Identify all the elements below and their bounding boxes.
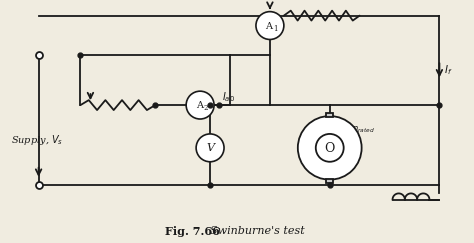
- Circle shape: [186, 91, 214, 119]
- Circle shape: [256, 12, 284, 39]
- Circle shape: [298, 116, 362, 180]
- Circle shape: [316, 134, 344, 162]
- Circle shape: [196, 134, 224, 162]
- Text: Fig. 7.66: Fig. 7.66: [165, 226, 220, 237]
- Text: $I_f$: $I_f$: [445, 63, 453, 77]
- Bar: [326, 113, 333, 117]
- Text: $n_{rated}$: $n_{rated}$: [352, 125, 374, 135]
- Text: A: A: [265, 22, 273, 31]
- Text: $I_{a0}$: $I_{a0}$: [222, 90, 235, 104]
- Text: A: A: [196, 101, 202, 110]
- Text: Supply, $V_s$: Supply, $V_s$: [11, 133, 63, 147]
- Text: O: O: [325, 142, 335, 155]
- Text: 2: 2: [203, 104, 208, 112]
- Bar: [326, 179, 333, 183]
- Text: 1: 1: [273, 25, 277, 33]
- Text: Swinburne's test: Swinburne's test: [210, 226, 305, 236]
- Text: V: V: [206, 143, 214, 153]
